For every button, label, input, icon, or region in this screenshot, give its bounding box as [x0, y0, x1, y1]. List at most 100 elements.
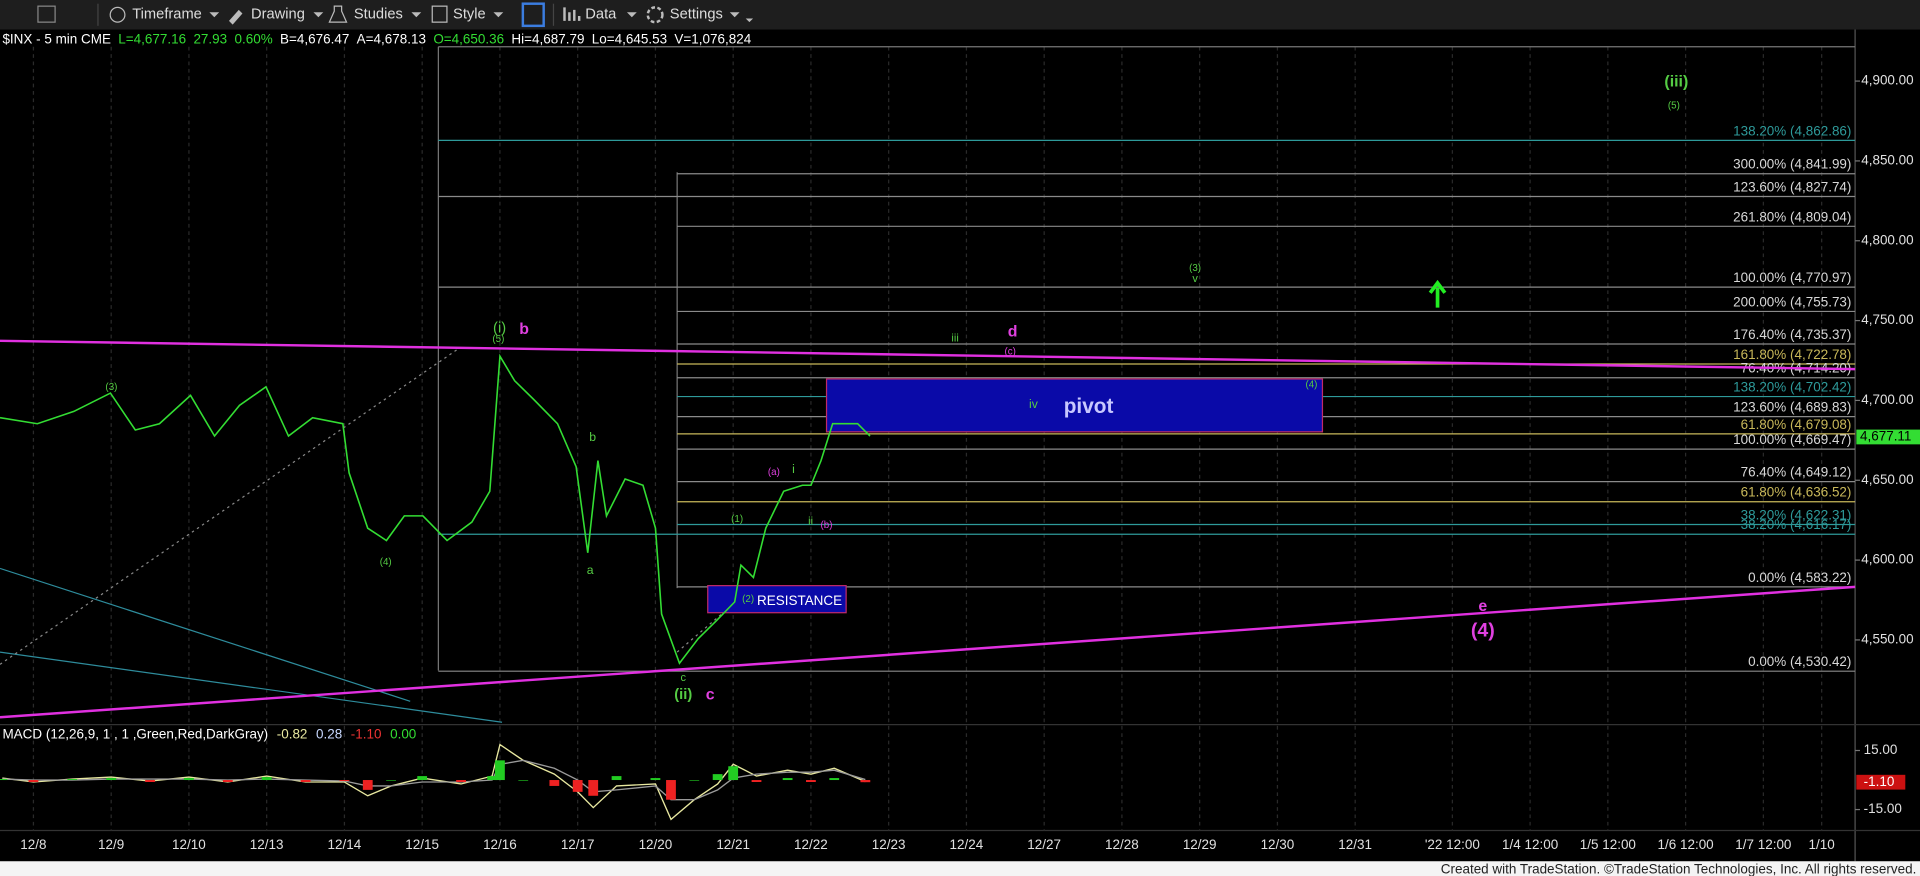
- wave-label: (1): [731, 514, 743, 525]
- histogram-bar: [339, 780, 350, 782]
- wave-label: b: [519, 321, 529, 338]
- fib-level-label: 61.80% (4,636.52): [1741, 485, 1852, 500]
- dropdown-caret[interactable]: [313, 12, 324, 18]
- histogram-bar: [362, 780, 373, 790]
- last-value-label: -1.10: [1864, 774, 1895, 789]
- wave-label: (iii): [1664, 74, 1688, 91]
- wave-label: v: [1192, 273, 1198, 285]
- toolbar-button[interactable]: Studies: [354, 7, 403, 23]
- pivot-box: [825, 378, 1324, 433]
- histogram-bar: [806, 780, 816, 783]
- y-tick-label: 4,850.00: [1861, 152, 1913, 167]
- x-tick-label: 12/13: [250, 837, 284, 852]
- dropdown-caret[interactable]: [411, 12, 422, 18]
- x-tick-label: 12/27: [1027, 837, 1061, 852]
- toolbar-button[interactable]: Data: [585, 7, 617, 23]
- fib-level-label: 138.20% (4,702.42): [1733, 379, 1851, 394]
- wave-label: c: [681, 672, 687, 684]
- histogram-bar: [222, 780, 233, 783]
- indicator-legend: MACD (12,26,9, 1 , 1 ,Green,Red,DarkGray…: [2, 726, 416, 741]
- y-tick-label: 4,550.00: [1861, 631, 1913, 646]
- toolbar-button[interactable]: Style: [453, 7, 486, 23]
- x-tick-label: 1/6 12:00: [1658, 837, 1714, 852]
- symbol-field: Lo=4,645.53: [592, 31, 667, 46]
- wave-label: pivot: [1064, 395, 1114, 418]
- trend-line: [0, 567, 411, 702]
- histogram-bar: [487, 776, 498, 781]
- fib-level-label: 100.00% (4,669.47): [1733, 432, 1851, 447]
- x-tick-label: 12/16: [483, 837, 517, 852]
- x-tick-label: 12/29: [1183, 837, 1217, 852]
- window-icon[interactable]: [521, 2, 545, 28]
- symbol-field: 0.60%: [235, 31, 273, 46]
- wave-label: (5): [492, 334, 504, 345]
- histogram-bar: [67, 779, 78, 781]
- wave-label: a: [587, 563, 594, 577]
- x-tick-label: 1/7 12:00: [1735, 837, 1791, 852]
- wave-label: iv: [1029, 397, 1039, 411]
- histogram-bar: [650, 778, 661, 781]
- indicator-readout: 0.00: [390, 726, 416, 741]
- symbol-field: L=4,677.16: [118, 31, 186, 46]
- wave-label: ii: [808, 516, 813, 528]
- x-tick-label: 1/10: [1809, 837, 1835, 852]
- dropdown-caret[interactable]: [493, 12, 504, 18]
- x-tick-label: 12/15: [405, 837, 439, 852]
- x-tick-label: 12/14: [328, 837, 362, 852]
- fib-level-label: 200.00% (4,755.73): [1733, 294, 1851, 309]
- up-arrow: [1428, 279, 1447, 308]
- x-tick-label: 1/4 12:00: [1502, 837, 1558, 852]
- y-tick-label: 4,750.00: [1861, 312, 1913, 327]
- resistance-box: [707, 585, 847, 614]
- fib-level-label: 0.00% (4,530.42): [1748, 654, 1851, 669]
- dropdown-caret[interactable]: [626, 12, 637, 18]
- indicator-line: [2, 743, 866, 821]
- dropdown-caret[interactable]: [209, 12, 220, 18]
- layout-button[interactable]: [37, 5, 56, 23]
- fib-level-label: 38.20% (4,622.31): [1741, 507, 1852, 522]
- toolbar-button[interactable]: Settings: [670, 7, 723, 23]
- x-tick-label: '22 12:00: [1425, 837, 1480, 852]
- wave-label: (5): [1668, 100, 1680, 111]
- wave-label: (2): [742, 594, 754, 605]
- wave-label: i: [792, 462, 795, 476]
- timeframe-icon[interactable]: [109, 6, 126, 23]
- histogram-bar: [456, 780, 466, 783]
- toolbar-button[interactable]: Drawing: [251, 7, 305, 23]
- studies-icon[interactable]: [328, 5, 348, 23]
- trend-line: [0, 339, 1856, 371]
- histogram-bar: [728, 766, 739, 781]
- footer-bar: [0, 861, 1920, 876]
- fib-level-label: 100.00% (4,770.97): [1733, 270, 1851, 285]
- dropdown-caret[interactable]: [729, 12, 754, 23]
- wave-label: (c): [1004, 346, 1015, 357]
- symbol-field: 27.93: [193, 31, 227, 46]
- x-tick-label: 12/24: [950, 837, 984, 852]
- drawing-icon[interactable]: [228, 9, 243, 25]
- histogram-bar: [145, 780, 155, 783]
- x-tick-label: 12/8: [20, 837, 46, 852]
- histogram-bar: [712, 774, 723, 781]
- histogram-bar: [860, 780, 871, 783]
- histogram-bar: [106, 778, 117, 781]
- footer-text: Created with TradeStation. ©TradeStation…: [1441, 861, 1917, 876]
- wave-label: (ii): [674, 687, 692, 703]
- x-tick-label: 12/9: [98, 837, 124, 852]
- symbol-field: V=1,076,824: [674, 31, 751, 46]
- fib-level-label: 123.60% (4,827.74): [1733, 179, 1851, 194]
- style-icon[interactable]: [431, 5, 448, 23]
- fib-level-label: 76.40% (4,649.12): [1741, 465, 1852, 480]
- data-icon[interactable]: [563, 7, 581, 21]
- trend-line: [0, 651, 503, 723]
- x-tick-label: 12/21: [716, 837, 750, 852]
- toolbar-button[interactable]: Timeframe: [132, 7, 202, 23]
- x-tick-label: 12/20: [639, 837, 673, 852]
- histogram-bar: [751, 780, 762, 783]
- last-value-label: 4,677.11: [1860, 429, 1911, 444]
- settings-icon[interactable]: [646, 6, 664, 24]
- fib-level-label: 123.60% (4,689.83): [1733, 400, 1851, 415]
- wave-label: (3): [105, 382, 117, 393]
